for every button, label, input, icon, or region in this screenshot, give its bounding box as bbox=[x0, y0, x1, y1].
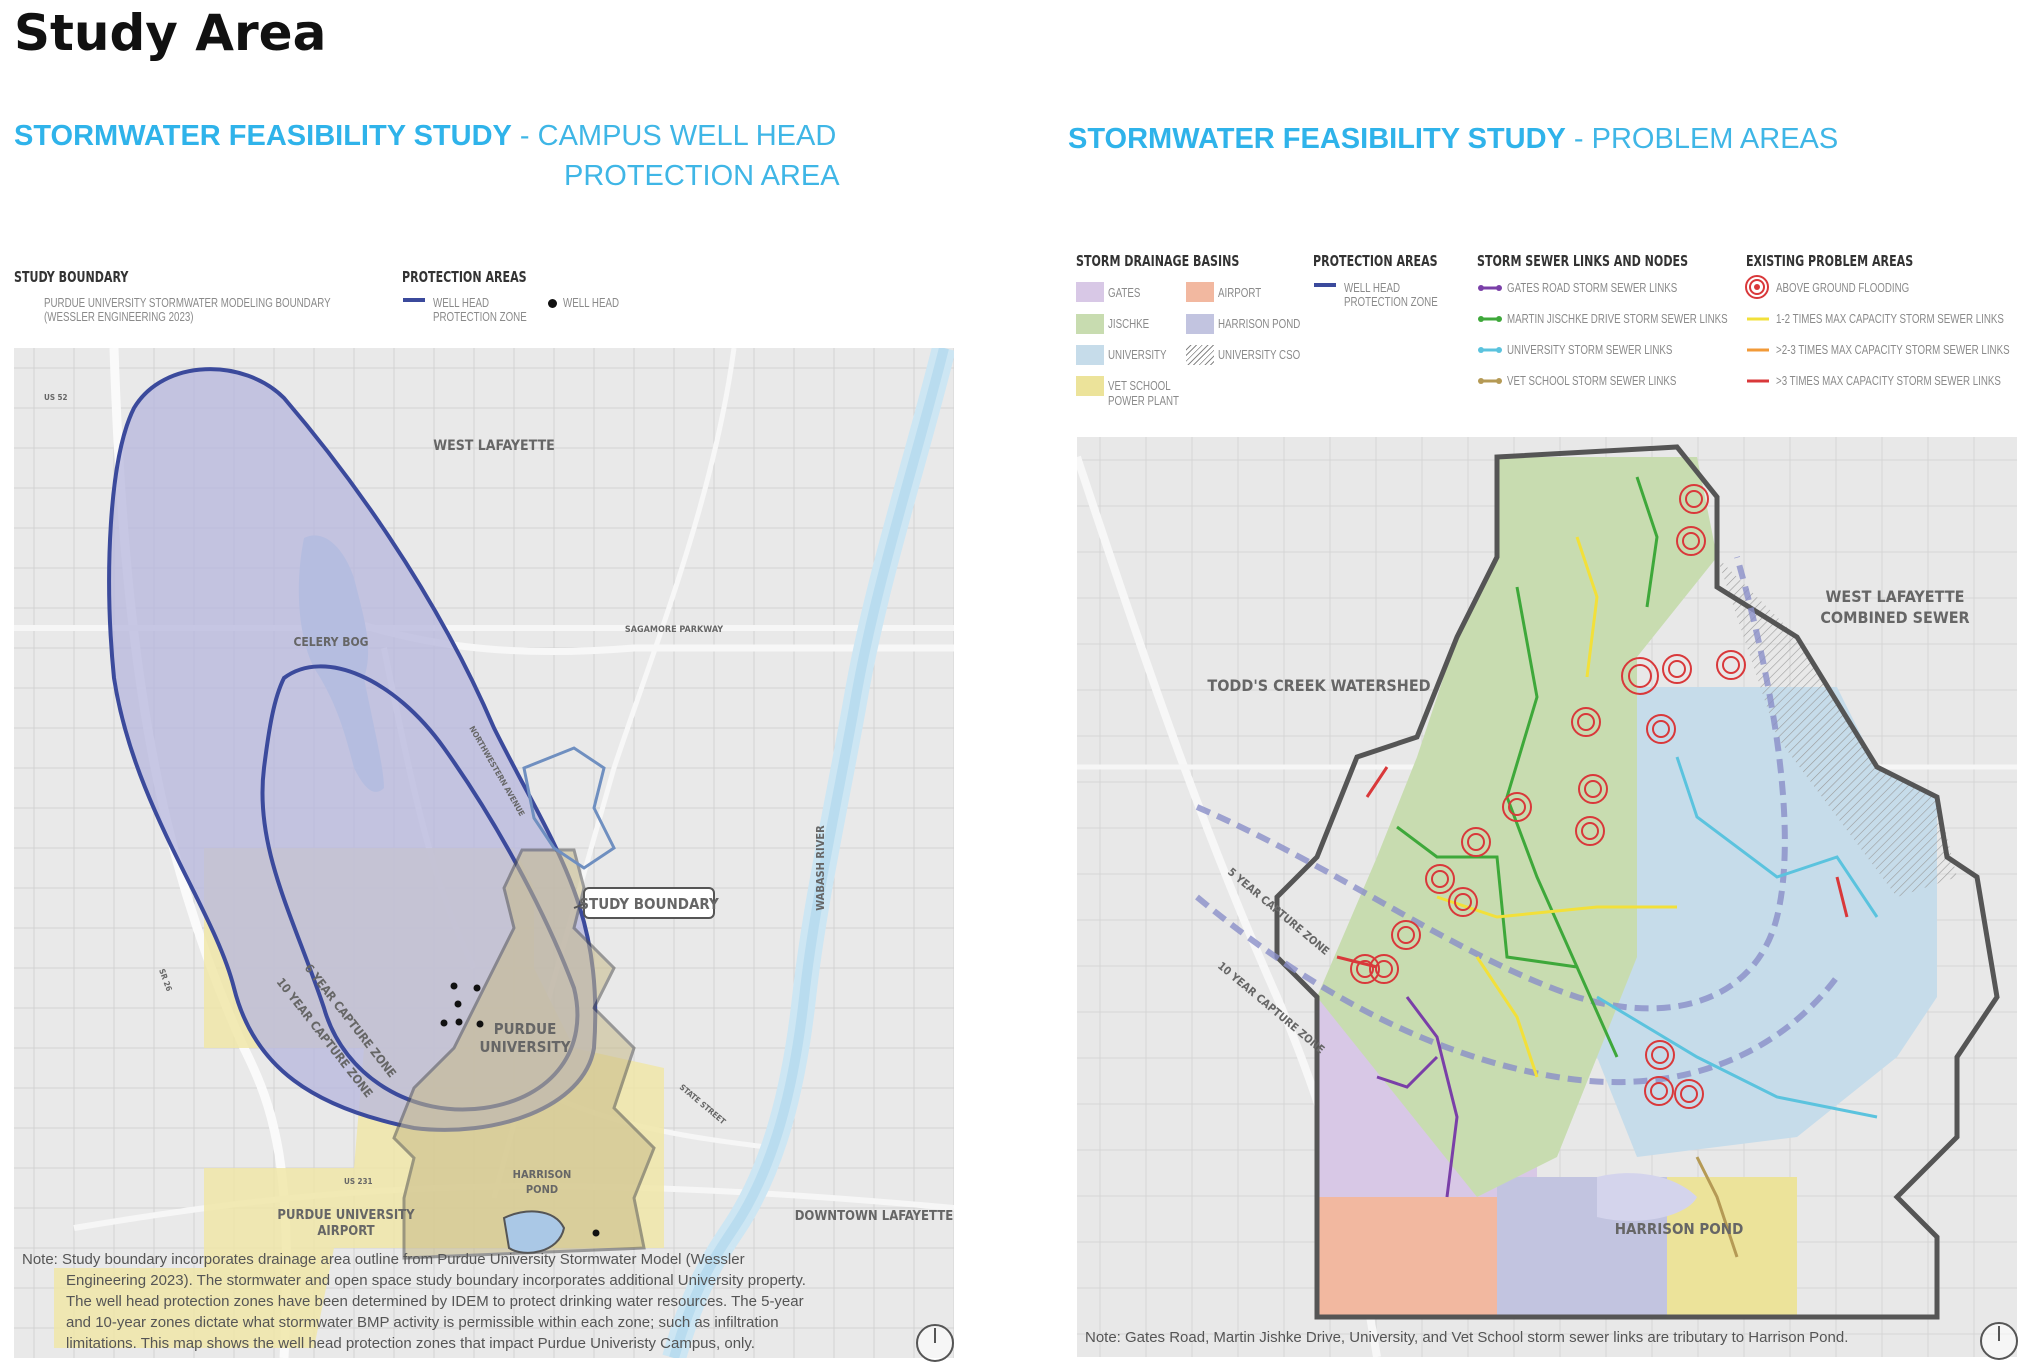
basin-cso-label: UNIVERSITY CSO bbox=[1218, 348, 1301, 362]
label-downtown: DOWNTOWN LAFAYETTE bbox=[795, 1209, 954, 1224]
legend-study-boundary-heading: STUDY BOUNDARY bbox=[14, 268, 129, 286]
label-purdue-1: PURDUE bbox=[494, 1020, 557, 1038]
left-note-line-3: The well head protection zones have been… bbox=[66, 1293, 804, 1310]
label-harrison-1: HARRISON bbox=[513, 1168, 572, 1181]
basin-harrison-label: HARRISON POND bbox=[1218, 317, 1301, 331]
legend-basins-heading: STORM DRAINAGE BASINS bbox=[1076, 252, 1240, 270]
basin-airport-swatch bbox=[1186, 282, 1214, 302]
left-note-line-2: Engineering 2023). The stormwater and op… bbox=[66, 1272, 806, 1289]
legend-right-protection-heading: PROTECTION AREAS bbox=[1313, 252, 1438, 270]
well-head-dot-icon bbox=[548, 299, 557, 308]
north-arrow-icon-right bbox=[1980, 1322, 2018, 1360]
label-wabash: WABASH RIVER bbox=[814, 825, 827, 911]
basin-harrison-swatch bbox=[1186, 314, 1214, 334]
right-title-bold: STORMWATER FEASIBILITY STUDY bbox=[1068, 123, 1566, 155]
study-boundary-callout: STUDY BOUNDARY bbox=[579, 895, 719, 913]
well-head-map: STUDY BOUNDARY WEST LAFAYETTE CELERY BOG… bbox=[14, 348, 954, 1358]
label-todds-creek: TODD'S CREEK WATERSHED bbox=[1207, 676, 1430, 695]
label-sagamore: SAGAMORE PARKWAY bbox=[625, 625, 723, 635]
basin-university-label: UNIVERSITY bbox=[1108, 348, 1167, 362]
right-note: Note: Gates Road, Martin Jishke Drive, U… bbox=[1085, 1329, 1849, 1346]
left-section-title-line2: PROTECTION AREA bbox=[564, 160, 840, 192]
left-section-title: STORMWATER FEASIBILITY STUDY - CAMPUS WE… bbox=[14, 116, 836, 156]
page-title: Study Area bbox=[14, 4, 327, 62]
problem-flooding-label: ABOVE GROUND FLOODING bbox=[1776, 281, 1910, 295]
right-section-title: STORMWATER FEASIBILITY STUDY - PROBLEM A… bbox=[1068, 119, 1838, 159]
well-head-map-svg: STUDY BOUNDARY WEST LAFAYETTE CELERY BOG… bbox=[14, 348, 954, 1358]
right-protection-label-1: WELL HEAD bbox=[1344, 281, 1400, 295]
basin-jischke-label: JISCHKE bbox=[1108, 317, 1150, 331]
label-us231: US 231 bbox=[344, 1177, 373, 1186]
basin-vet-label-2: POWER PLANT bbox=[1108, 394, 1179, 408]
problem-1-2x-label: 1-2 TIMES MAX CAPACITY STORM SEWER LINKS bbox=[1776, 312, 2004, 326]
right-well-head-swatch bbox=[1314, 283, 1336, 287]
right-title-rest: - PROBLEM AREAS bbox=[1565, 123, 1839, 155]
basin-gates-swatch bbox=[1076, 282, 1104, 302]
basin-vet-swatch bbox=[1076, 376, 1104, 396]
sewer-vet-label: VET SCHOOL STORM SEWER LINKS bbox=[1507, 374, 1677, 388]
problem-2-3x-label: >2-3 TIMES MAX CAPACITY STORM SEWER LINK… bbox=[1776, 343, 2010, 357]
legend-problem-heading: EXISTING PROBLEM AREAS bbox=[1746, 252, 1914, 270]
label-harrison-2: POND bbox=[526, 1183, 558, 1196]
left-title-rest: - CAMPUS WELL HEAD bbox=[511, 120, 837, 152]
sewer-gates-label: GATES ROAD STORM SEWER LINKS bbox=[1507, 281, 1678, 295]
label-west-laf-2: COMBINED SEWER bbox=[1820, 608, 1969, 627]
north-arrow-icon bbox=[916, 1324, 954, 1362]
problem-swatches bbox=[1745, 275, 1769, 383]
legend-well-head-zone-1: WELL HEAD bbox=[433, 296, 489, 310]
legend-well-head: WELL HEAD bbox=[563, 296, 619, 310]
label-west-laf-1: WEST LAFAYETTE bbox=[1826, 587, 1965, 606]
sewer-university-label: UNIVERSITY STORM SEWER LINKS bbox=[1507, 343, 1673, 357]
legend-well-head-zone-2: PROTECTION ZONE bbox=[433, 310, 527, 324]
basin-gates-label: GATES bbox=[1108, 286, 1141, 300]
problem-areas-map-svg: WEST LAFAYETTE COMBINED SEWER TODD'S CRE… bbox=[1077, 437, 2017, 1357]
legend-study-boundary-desc-2: (WESSLER ENGINEERING 2023) bbox=[44, 310, 194, 324]
problem-areas-map: WEST LAFAYETTE COMBINED SEWER TODD'S CRE… bbox=[1077, 437, 2017, 1357]
left-title-bold: STORMWATER FEASIBILITY STUDY bbox=[14, 120, 512, 152]
sewer-jischke-label: MARTIN JISCHKE DRIVE STORM SEWER LINKS bbox=[1507, 312, 1728, 326]
label-west-lafayette: WEST LAFAYETTE bbox=[433, 438, 555, 454]
legend-protection-heading: PROTECTION AREAS bbox=[402, 268, 527, 286]
legend-sewer-heading: STORM SEWER LINKS AND NODES bbox=[1477, 252, 1689, 270]
basin-university-swatch bbox=[1076, 345, 1104, 365]
label-celery-bog: CELERY BOG bbox=[293, 635, 368, 649]
left-note-line-1: Note: Study boundary incorporates draina… bbox=[22, 1251, 745, 1268]
label-airport-1: PURDUE UNIVERSITY bbox=[277, 1208, 415, 1223]
right-protection-label-2: PROTECTION ZONE bbox=[1344, 295, 1438, 309]
basin-vet-label: VET SCHOOL bbox=[1108, 379, 1171, 393]
legend-study-boundary-desc-1: PURDUE UNIVERSITY STORMWATER MODELING BO… bbox=[44, 296, 331, 310]
label-harrison-pond: HARRISON POND bbox=[1615, 1220, 1744, 1238]
label-airport-2: AIRPORT bbox=[317, 1224, 374, 1239]
left-note-line-4: and 10-year zones dictate what stormwate… bbox=[66, 1314, 779, 1331]
problem-3x-label: >3 TIMES MAX CAPACITY STORM SEWER LINKS bbox=[1776, 374, 2001, 388]
label-purdue-2: UNIVERSITY bbox=[479, 1038, 570, 1056]
left-note-line-5: limitations. This map shows the well hea… bbox=[66, 1335, 755, 1352]
label-us52: US 52 bbox=[44, 393, 68, 402]
basin-cso-swatch bbox=[1186, 345, 1214, 365]
basin-airport-label: AIRPORT bbox=[1218, 286, 1262, 300]
basin-jischke-swatch bbox=[1076, 314, 1104, 334]
well-head-zone-swatch bbox=[403, 298, 425, 302]
sewer-link-swatches bbox=[1478, 285, 1502, 384]
